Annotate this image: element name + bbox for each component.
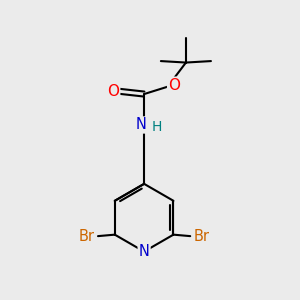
Text: N: N: [136, 118, 147, 133]
Text: O: O: [168, 78, 180, 93]
Text: H: H: [151, 120, 162, 134]
Text: N: N: [139, 244, 149, 259]
Text: Br: Br: [194, 229, 209, 244]
Text: Br: Br: [79, 229, 95, 244]
Text: O: O: [107, 84, 119, 99]
